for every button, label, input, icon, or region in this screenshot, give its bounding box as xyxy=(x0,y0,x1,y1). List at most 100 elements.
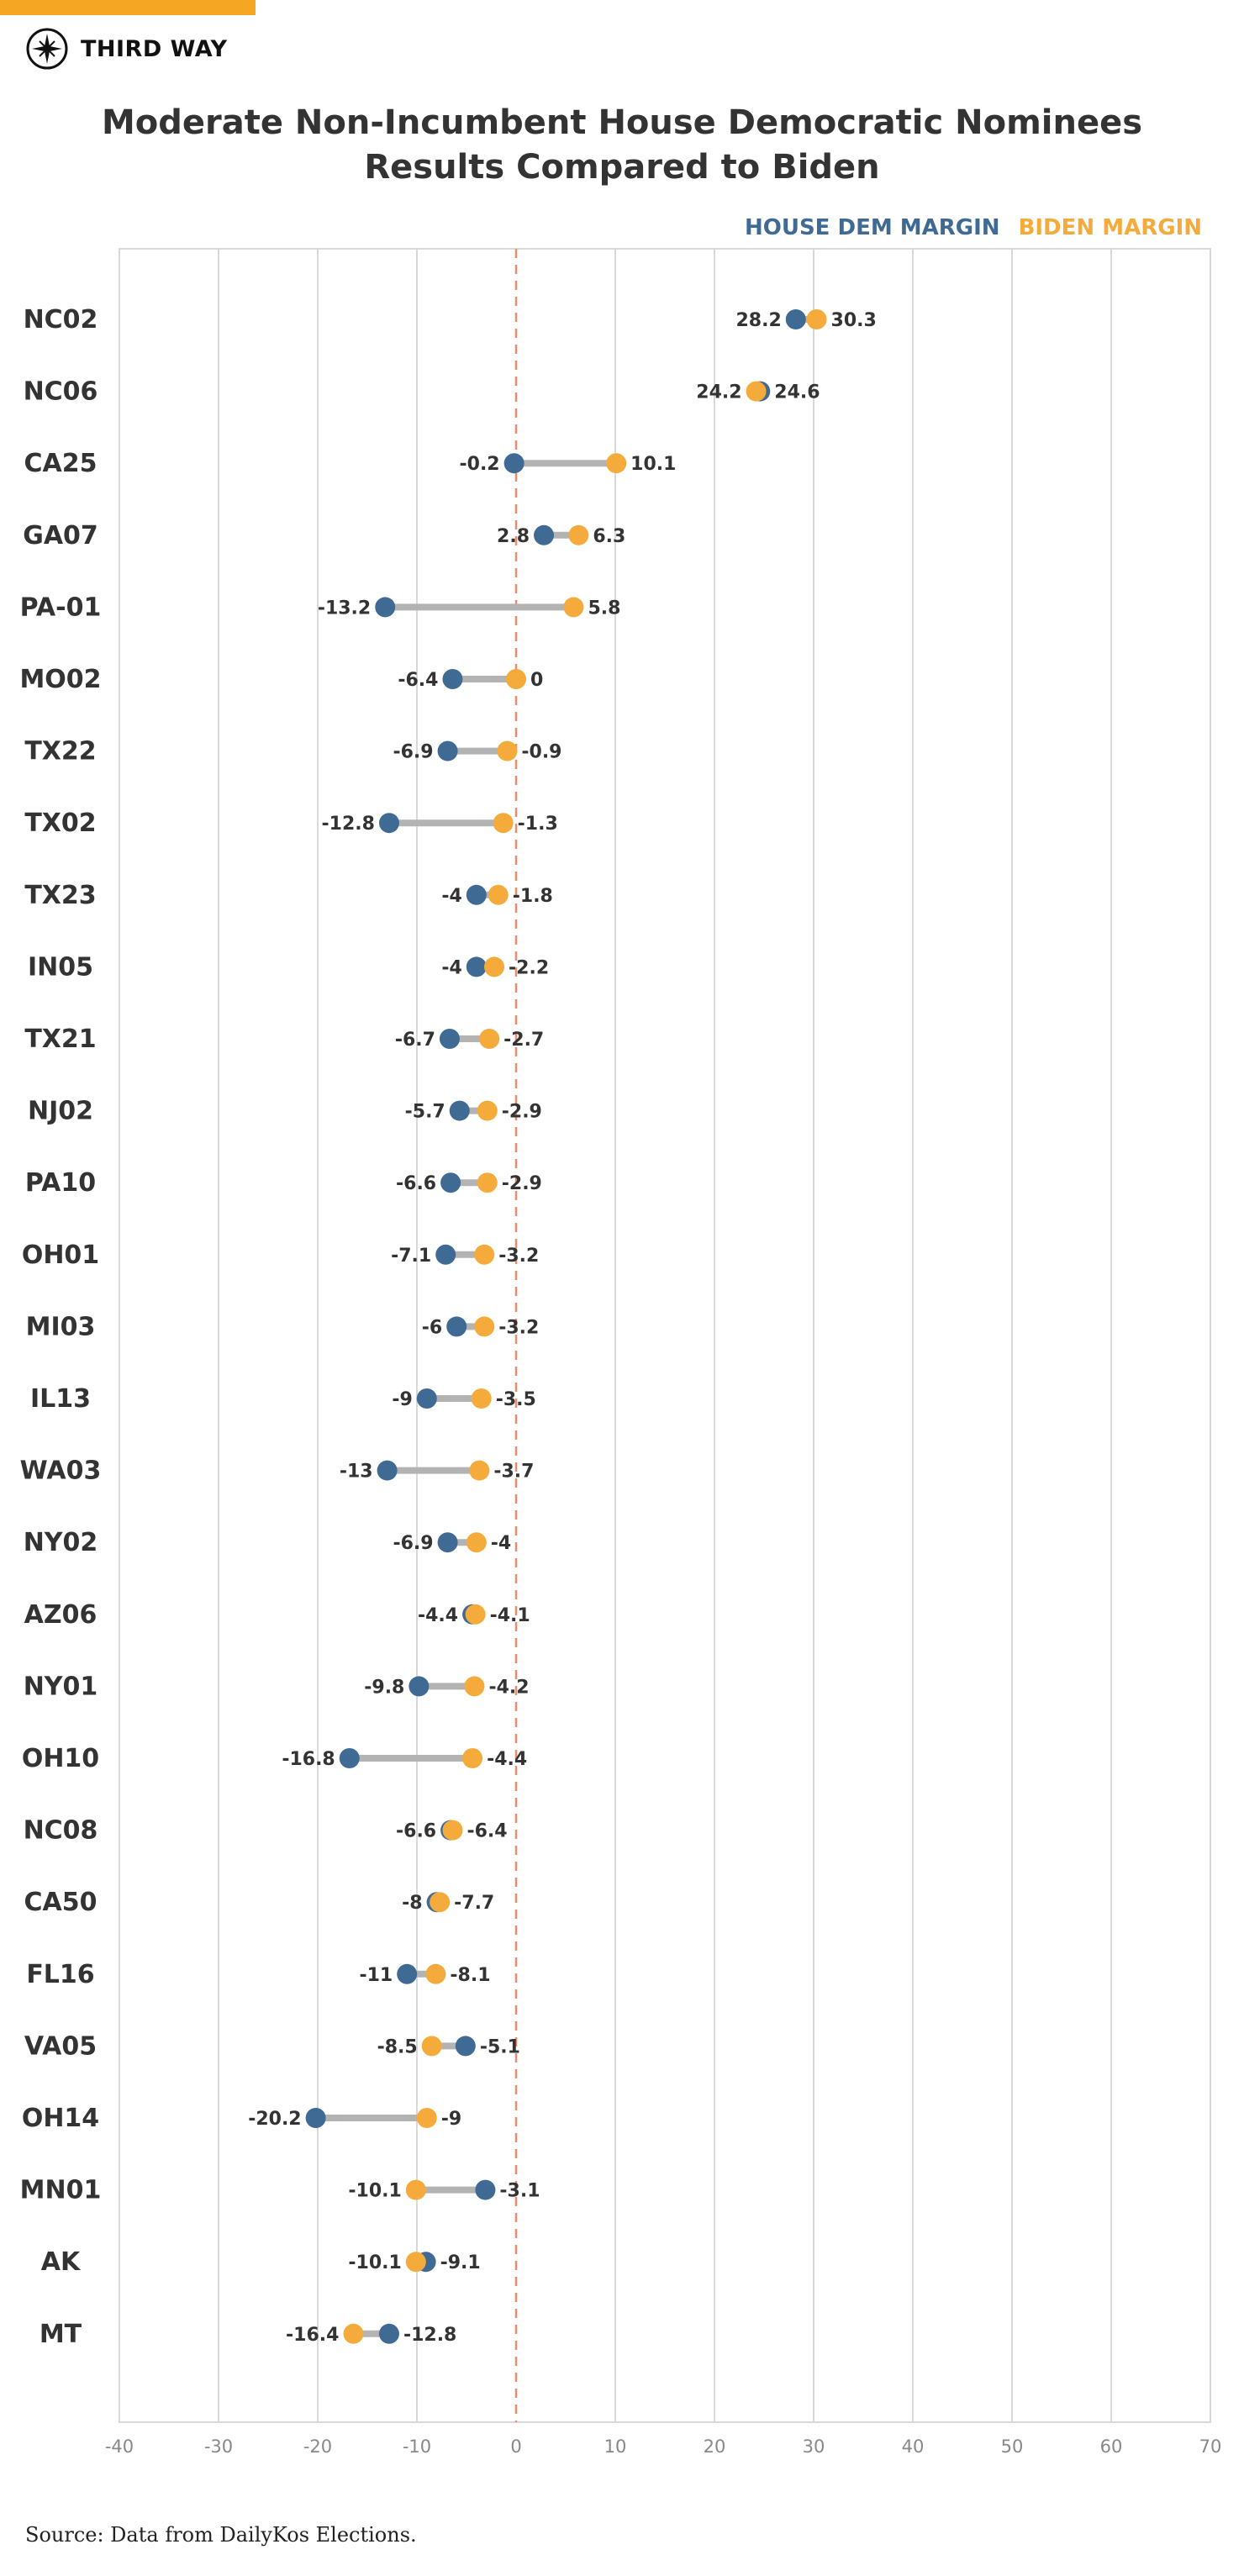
house-dem-point xyxy=(416,1388,437,1409)
house-dem-value-label: -6.6 xyxy=(396,1173,436,1194)
legend: HOUSE DEM MARGIN BIDEN MARGIN xyxy=(745,215,1202,240)
biden-point xyxy=(474,1244,495,1265)
house-dem-point xyxy=(455,2036,476,2057)
biden-value-label: -8.1 xyxy=(450,1965,490,1986)
house-dem-value-label: -12.8 xyxy=(322,814,375,835)
house-dem-point xyxy=(435,1244,456,1265)
biden-value-label: -4.4 xyxy=(487,1749,527,1770)
house-dem-point xyxy=(466,956,487,977)
house-dem-point xyxy=(439,1029,460,1049)
x-tick-label: 60 xyxy=(1100,2436,1123,2457)
biden-point xyxy=(471,1388,492,1409)
house-dem-value-label: -6 xyxy=(422,1317,442,1338)
biden-point xyxy=(806,309,827,329)
biden-point xyxy=(421,2036,442,2057)
x-tick-label: 10 xyxy=(604,2436,627,2457)
row-label: CA25 xyxy=(24,449,98,478)
row-label: VA05 xyxy=(24,2031,97,2061)
row-label: NC02 xyxy=(24,305,98,335)
chart-title: Moderate Non-Incumbent House Democratic … xyxy=(0,101,1244,190)
house-dem-value-label: -9.8 xyxy=(364,1677,404,1698)
biden-point xyxy=(425,1963,446,1984)
biden-value-label: 10.1 xyxy=(630,454,676,475)
biden-value-label: -2.7 xyxy=(503,1030,544,1051)
biden-point xyxy=(343,2323,364,2344)
house-dem-value-label: -6.9 xyxy=(393,1533,433,1554)
biden-value-label: -2.2 xyxy=(509,957,549,978)
house-dem-point xyxy=(440,1172,461,1193)
biden-value-label: -6.4 xyxy=(466,1821,507,1842)
house-dem-value-label: -4 xyxy=(441,957,461,978)
biden-point xyxy=(464,1676,485,1697)
brand: THIRD WAY xyxy=(25,25,228,72)
house-dem-value-label: -11 xyxy=(359,1965,393,1986)
row-label: PA-01 xyxy=(20,593,102,622)
row-label: OH14 xyxy=(22,2104,99,2133)
house-dem-point xyxy=(437,740,458,761)
row-label: MI03 xyxy=(26,1312,96,1341)
house-dem-value-label: -9 xyxy=(392,1389,412,1410)
plot-frame xyxy=(119,248,1211,2423)
x-tick-label: -10 xyxy=(403,2436,431,2457)
house-dem-point xyxy=(375,597,396,618)
house-dem-point xyxy=(437,1532,458,1553)
house-dem-point xyxy=(377,1460,398,1481)
row-label: NC06 xyxy=(24,377,98,407)
source-note: Source: Data from DailyKos Elections. xyxy=(25,2523,417,2547)
biden-point xyxy=(477,1172,498,1193)
biden-point xyxy=(405,2252,426,2273)
biden-value-label: -3.2 xyxy=(498,1317,539,1338)
biden-point xyxy=(465,1604,486,1625)
biden-value-label: -16.4 xyxy=(286,2325,339,2346)
biden-point xyxy=(430,1892,451,1913)
biden-point xyxy=(497,740,518,761)
house-dem-value-label: -5.1 xyxy=(480,2036,520,2057)
row-label: MT xyxy=(40,2320,82,2349)
biden-value-label: -9 xyxy=(441,2109,461,2130)
biden-point xyxy=(493,813,514,834)
biden-point xyxy=(469,1460,490,1481)
row-label: TX21 xyxy=(24,1025,96,1054)
house-dem-point xyxy=(475,2179,496,2200)
biden-value-label: -4.1 xyxy=(490,1605,530,1626)
house-dem-value-label: -9.1 xyxy=(440,2252,481,2273)
house-dem-value-label: -0.2 xyxy=(460,454,500,475)
row-label: CA50 xyxy=(24,1888,98,1917)
biden-value-label: -1.3 xyxy=(518,814,558,835)
biden-point xyxy=(506,669,526,689)
biden-value-label: -10.1 xyxy=(348,2181,401,2202)
house-dem-value-label: 2.8 xyxy=(497,526,530,547)
biden-point xyxy=(466,1532,487,1553)
row-label: OH01 xyxy=(22,1241,99,1270)
house-dem-point xyxy=(534,524,555,545)
house-dem-value-label: 24.6 xyxy=(774,382,820,403)
house-dem-value-label: 28.2 xyxy=(735,310,781,331)
x-tick-label: -40 xyxy=(105,2436,134,2457)
house-dem-value-label: -4 xyxy=(441,886,461,907)
x-tick-label: 20 xyxy=(704,2436,726,2457)
house-dem-value-label: -6.7 xyxy=(395,1030,435,1051)
biden-value-label: -1.8 xyxy=(513,886,553,907)
house-dem-value-label: -6.6 xyxy=(396,1821,436,1842)
biden-value-label: -2.9 xyxy=(502,1173,542,1194)
biden-value-label: -7.7 xyxy=(454,1893,494,1914)
house-dem-point xyxy=(442,669,463,689)
house-dem-value-label: -13.2 xyxy=(318,598,371,619)
house-dem-value-label: -6.9 xyxy=(393,742,433,763)
biden-value-label: -4.2 xyxy=(488,1677,529,1698)
row-label: NJ02 xyxy=(28,1097,93,1126)
house-dem-point xyxy=(449,1100,470,1121)
biden-value-label: 24.2 xyxy=(696,382,741,403)
biden-value-label: 30.3 xyxy=(831,310,877,331)
biden-point xyxy=(405,2179,426,2200)
row-label: NY01 xyxy=(24,1672,98,1701)
house-dem-point xyxy=(785,309,806,329)
biden-point xyxy=(484,956,505,977)
house-dem-value-label: -12.8 xyxy=(403,2325,456,2346)
chart-title-line-2: Results Compared to Biden xyxy=(364,148,880,187)
house-dem-point xyxy=(378,813,399,834)
row-label: OH10 xyxy=(22,1744,99,1773)
house-dem-value-label: -13 xyxy=(340,1462,373,1483)
row-label: TX23 xyxy=(24,881,96,910)
